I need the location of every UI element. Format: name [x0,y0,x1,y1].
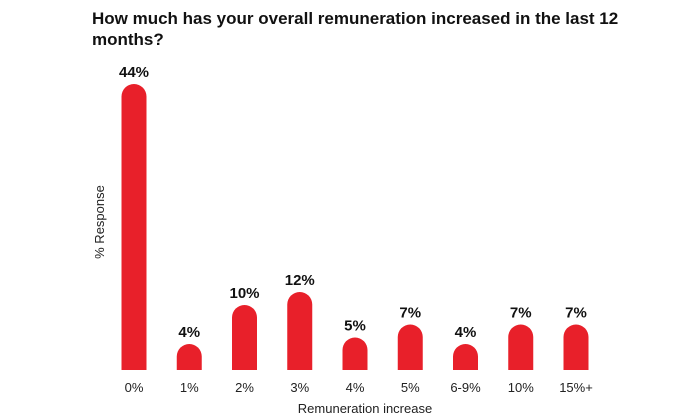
data-label-3%: 12% [285,272,315,289]
data-label-2%: 10% [229,285,259,302]
y-axis-label: % Response [92,185,107,259]
x-tick-label-15%+: 15%+ [559,380,593,395]
x-tick-labels-layer: 0% 1% 2% 3% 4% 5% 6-9% 10% 15%+ [125,380,593,395]
bars-layer [121,84,589,370]
data-label-0%: 44% [119,64,149,81]
bar-0% [121,84,147,370]
bar-6-9% [453,343,478,370]
bar-2% [232,305,257,370]
data-labels-layer: 44% 4% 10% 12% 5% 7% 4% 7% 7% [119,64,587,341]
data-label-5%: 7% [399,305,421,322]
chart-title: How much has your overall remuneration i… [92,9,619,49]
x-tick-label-2%: 2% [235,380,254,395]
bar-3% [287,291,313,370]
data-label-4%: 5% [344,318,366,335]
bar-1% [176,343,202,370]
x-tick-label-4%: 4% [346,380,365,395]
data-label-15%+: 7% [565,305,587,322]
bar-4% [342,337,368,370]
bar-5% [397,324,423,370]
x-tick-label-5%: 5% [401,380,420,395]
x-tick-label-10%: 10% [508,380,534,395]
data-label-10%: 7% [510,305,532,322]
x-tick-label-6-9%: 6-9% [450,380,481,395]
x-tick-label-3%: 3% [290,380,309,395]
data-label-6-9%: 4% [455,324,477,341]
x-tick-label-0%: 0% [125,380,144,395]
x-tick-label-1%: 1% [180,380,199,395]
data-label-1%: 4% [178,324,200,341]
x-axis-label: Remuneration increase [298,401,432,416]
bar-15%+ [563,324,589,370]
bar-10% [508,324,534,370]
